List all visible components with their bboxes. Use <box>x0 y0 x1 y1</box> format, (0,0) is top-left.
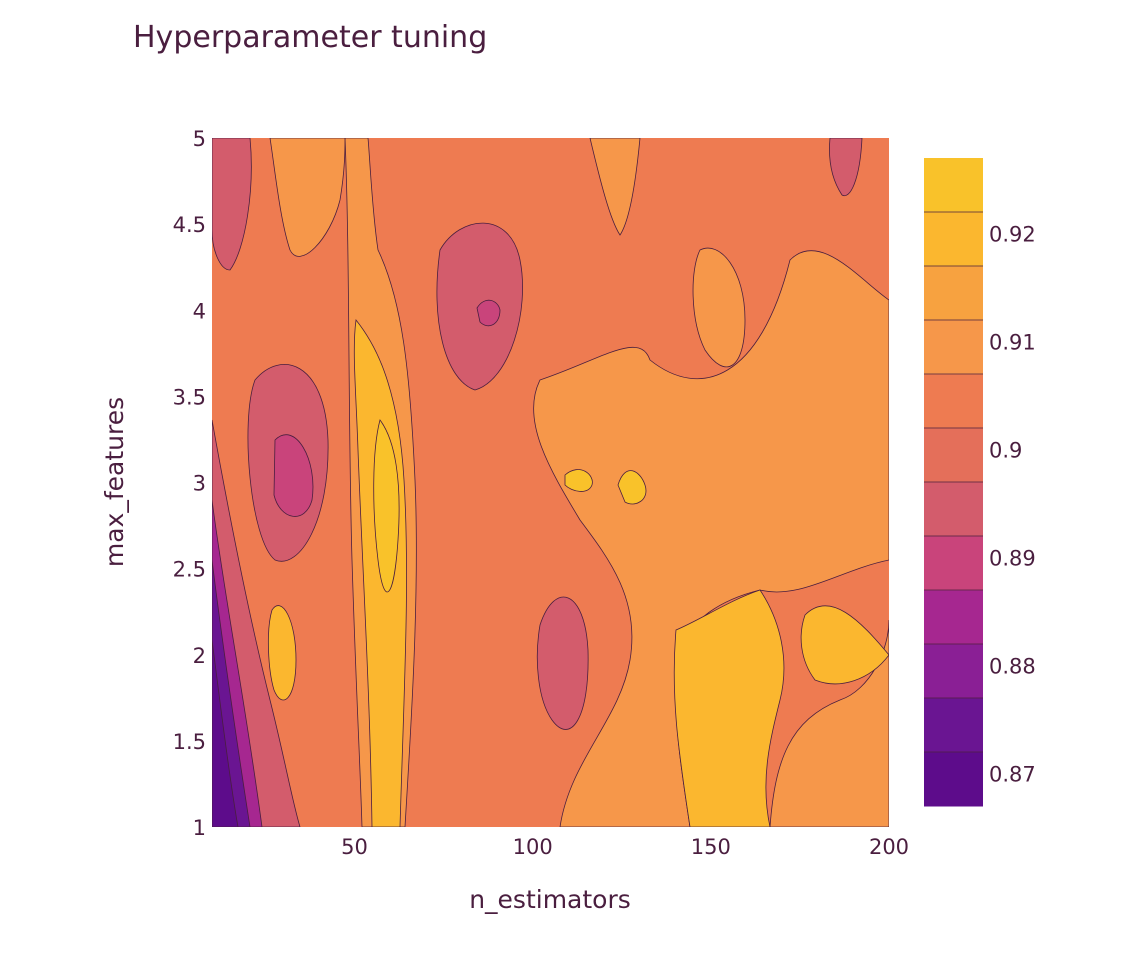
contour-region-peak-110 <box>564 469 593 492</box>
colorbar-band <box>924 590 983 645</box>
contour-region-ridge-60-peak <box>373 419 400 593</box>
contour-region-peak-130 <box>617 470 647 505</box>
colorbar-tick-label: 0.92 <box>989 223 1036 247</box>
y-tick-label: 4.5 <box>173 213 206 237</box>
colorbar: 0.87 0.88 0.89 0.9 0.91 0.92 <box>924 158 1036 807</box>
contour-region-peak-150 <box>673 589 785 827</box>
colorbar-band <box>924 428 983 483</box>
colorbar-tick-label: 0.91 <box>989 331 1036 355</box>
y-tick-label: 3 <box>193 472 206 496</box>
x-axis-ticks: 50 100 150 200 <box>341 835 909 859</box>
x-tick-label: 100 <box>513 835 553 859</box>
y-tick-label: 1.5 <box>173 730 206 754</box>
y-tick-label: 1 <box>193 816 206 840</box>
colorbar-band <box>924 698 983 753</box>
contour-region-peak-185 <box>800 605 889 685</box>
contour-region-upper-150 <box>692 247 746 368</box>
colorbar-band <box>924 536 983 591</box>
chart-title: Hyperparameter tuning <box>133 20 487 55</box>
y-tick-label: 3.5 <box>173 385 206 409</box>
colorbar-band <box>924 644 983 699</box>
contour-region-basin-85-core <box>476 299 501 327</box>
y-tick-label: 2.5 <box>173 558 206 582</box>
y-tick-label: 2 <box>193 644 206 668</box>
colorbar-tick-label: 0.89 <box>989 547 1036 571</box>
contour-region-basin-top-corner <box>212 138 252 271</box>
contour-region-top-left <box>269 138 346 257</box>
contour-region-basin-top-right <box>829 138 863 197</box>
colorbar-band <box>924 374 983 429</box>
y-axis-ticks: 1 1.5 2 2.5 3 3.5 4 4.5 5 <box>173 127 206 840</box>
colorbar-band <box>924 752 983 807</box>
contour-region-left-wedge-min <box>212 639 239 827</box>
colorbar-band <box>924 212 983 267</box>
colorbar-band <box>924 482 983 537</box>
x-axis-label: n_estimators <box>469 885 631 914</box>
x-tick-label: 150 <box>691 835 731 859</box>
colorbar-tick-label: 0.9 <box>989 439 1022 463</box>
contour-region-basin-30-core <box>273 434 314 517</box>
contour-region-top-mid <box>589 138 641 236</box>
colorbar-band <box>924 320 983 375</box>
x-tick-label: 50 <box>341 835 368 859</box>
x-tick-label: 200 <box>869 835 909 859</box>
y-tick-label: 5 <box>193 127 206 151</box>
colorbar-tick-label: 0.88 <box>989 655 1036 679</box>
contour-region-basin-110 <box>536 596 589 730</box>
colorbar-tick-label: 0.87 <box>989 763 1036 787</box>
contour-region-peak-30 <box>267 605 297 701</box>
y-axis-label: max_features <box>100 397 129 567</box>
contour-plot-area <box>212 138 889 827</box>
colorbar-band <box>924 266 983 321</box>
y-tick-label: 4 <box>193 299 206 323</box>
colorbar-band <box>924 158 983 213</box>
